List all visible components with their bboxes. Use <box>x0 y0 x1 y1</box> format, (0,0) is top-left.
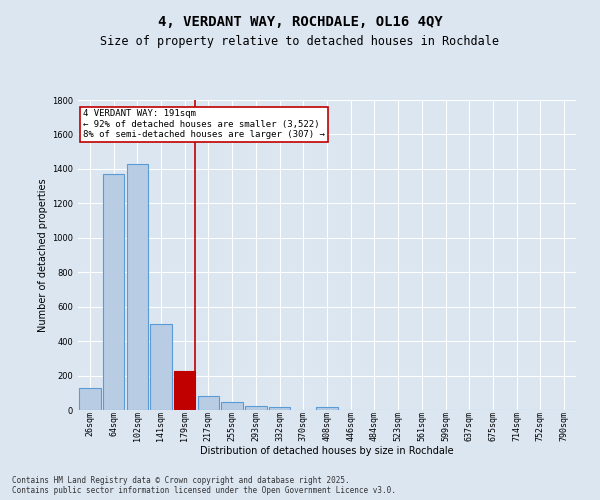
Bar <box>174 371 196 410</box>
Text: 4 VERDANT WAY: 191sqm
← 92% of detached houses are smaller (3,522)
8% of semi-de: 4 VERDANT WAY: 191sqm ← 92% of detached … <box>83 110 325 139</box>
Bar <box>316 406 338 410</box>
Bar <box>79 388 101 410</box>
Bar <box>269 406 290 410</box>
Bar <box>151 324 172 410</box>
Bar <box>127 164 148 410</box>
Text: Contains HM Land Registry data © Crown copyright and database right 2025.
Contai: Contains HM Land Registry data © Crown c… <box>12 476 396 495</box>
Text: Size of property relative to detached houses in Rochdale: Size of property relative to detached ho… <box>101 35 499 48</box>
Y-axis label: Number of detached properties: Number of detached properties <box>38 178 48 332</box>
Bar <box>221 402 243 410</box>
Bar <box>245 406 266 410</box>
X-axis label: Distribution of detached houses by size in Rochdale: Distribution of detached houses by size … <box>200 446 454 456</box>
Text: 4, VERDANT WAY, ROCHDALE, OL16 4QY: 4, VERDANT WAY, ROCHDALE, OL16 4QY <box>158 15 442 29</box>
Bar <box>198 396 219 410</box>
Bar <box>103 174 124 410</box>
